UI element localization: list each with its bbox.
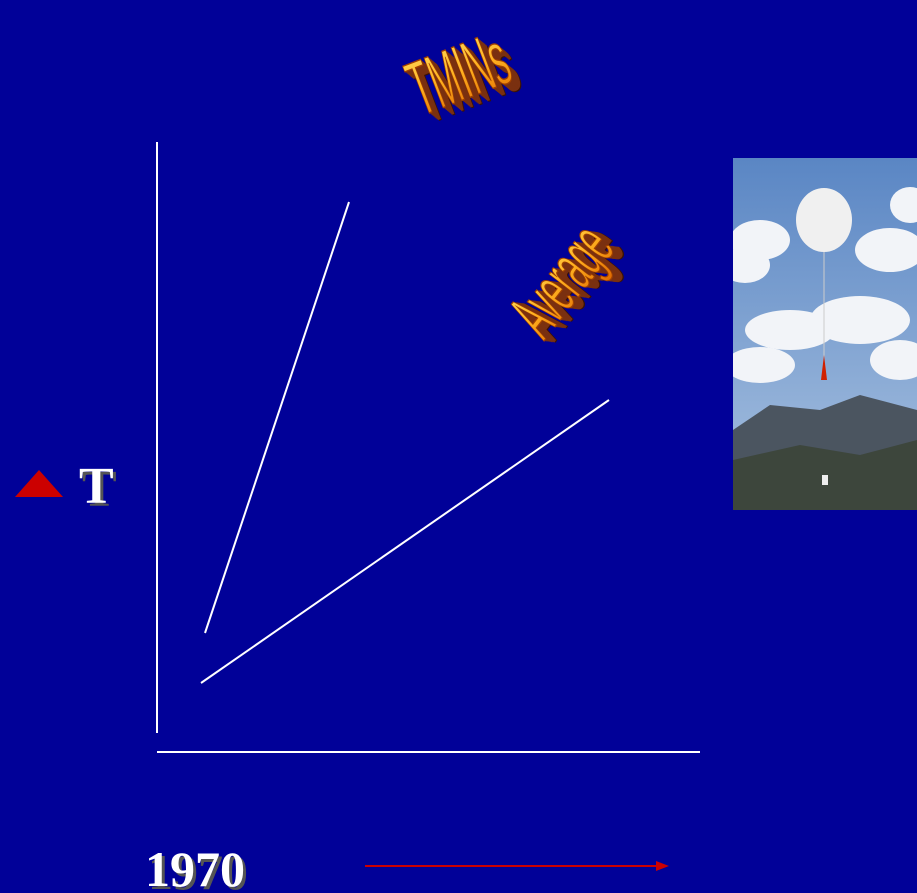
slide: TMINsTMINsTMINsTMINsTMINsTMINsTMINsTMINs… [0, 0, 917, 893]
balloon-photo [720, 158, 917, 510]
y-axis-label: T [79, 458, 114, 515]
x-axis-label: 1970 [145, 841, 245, 893]
